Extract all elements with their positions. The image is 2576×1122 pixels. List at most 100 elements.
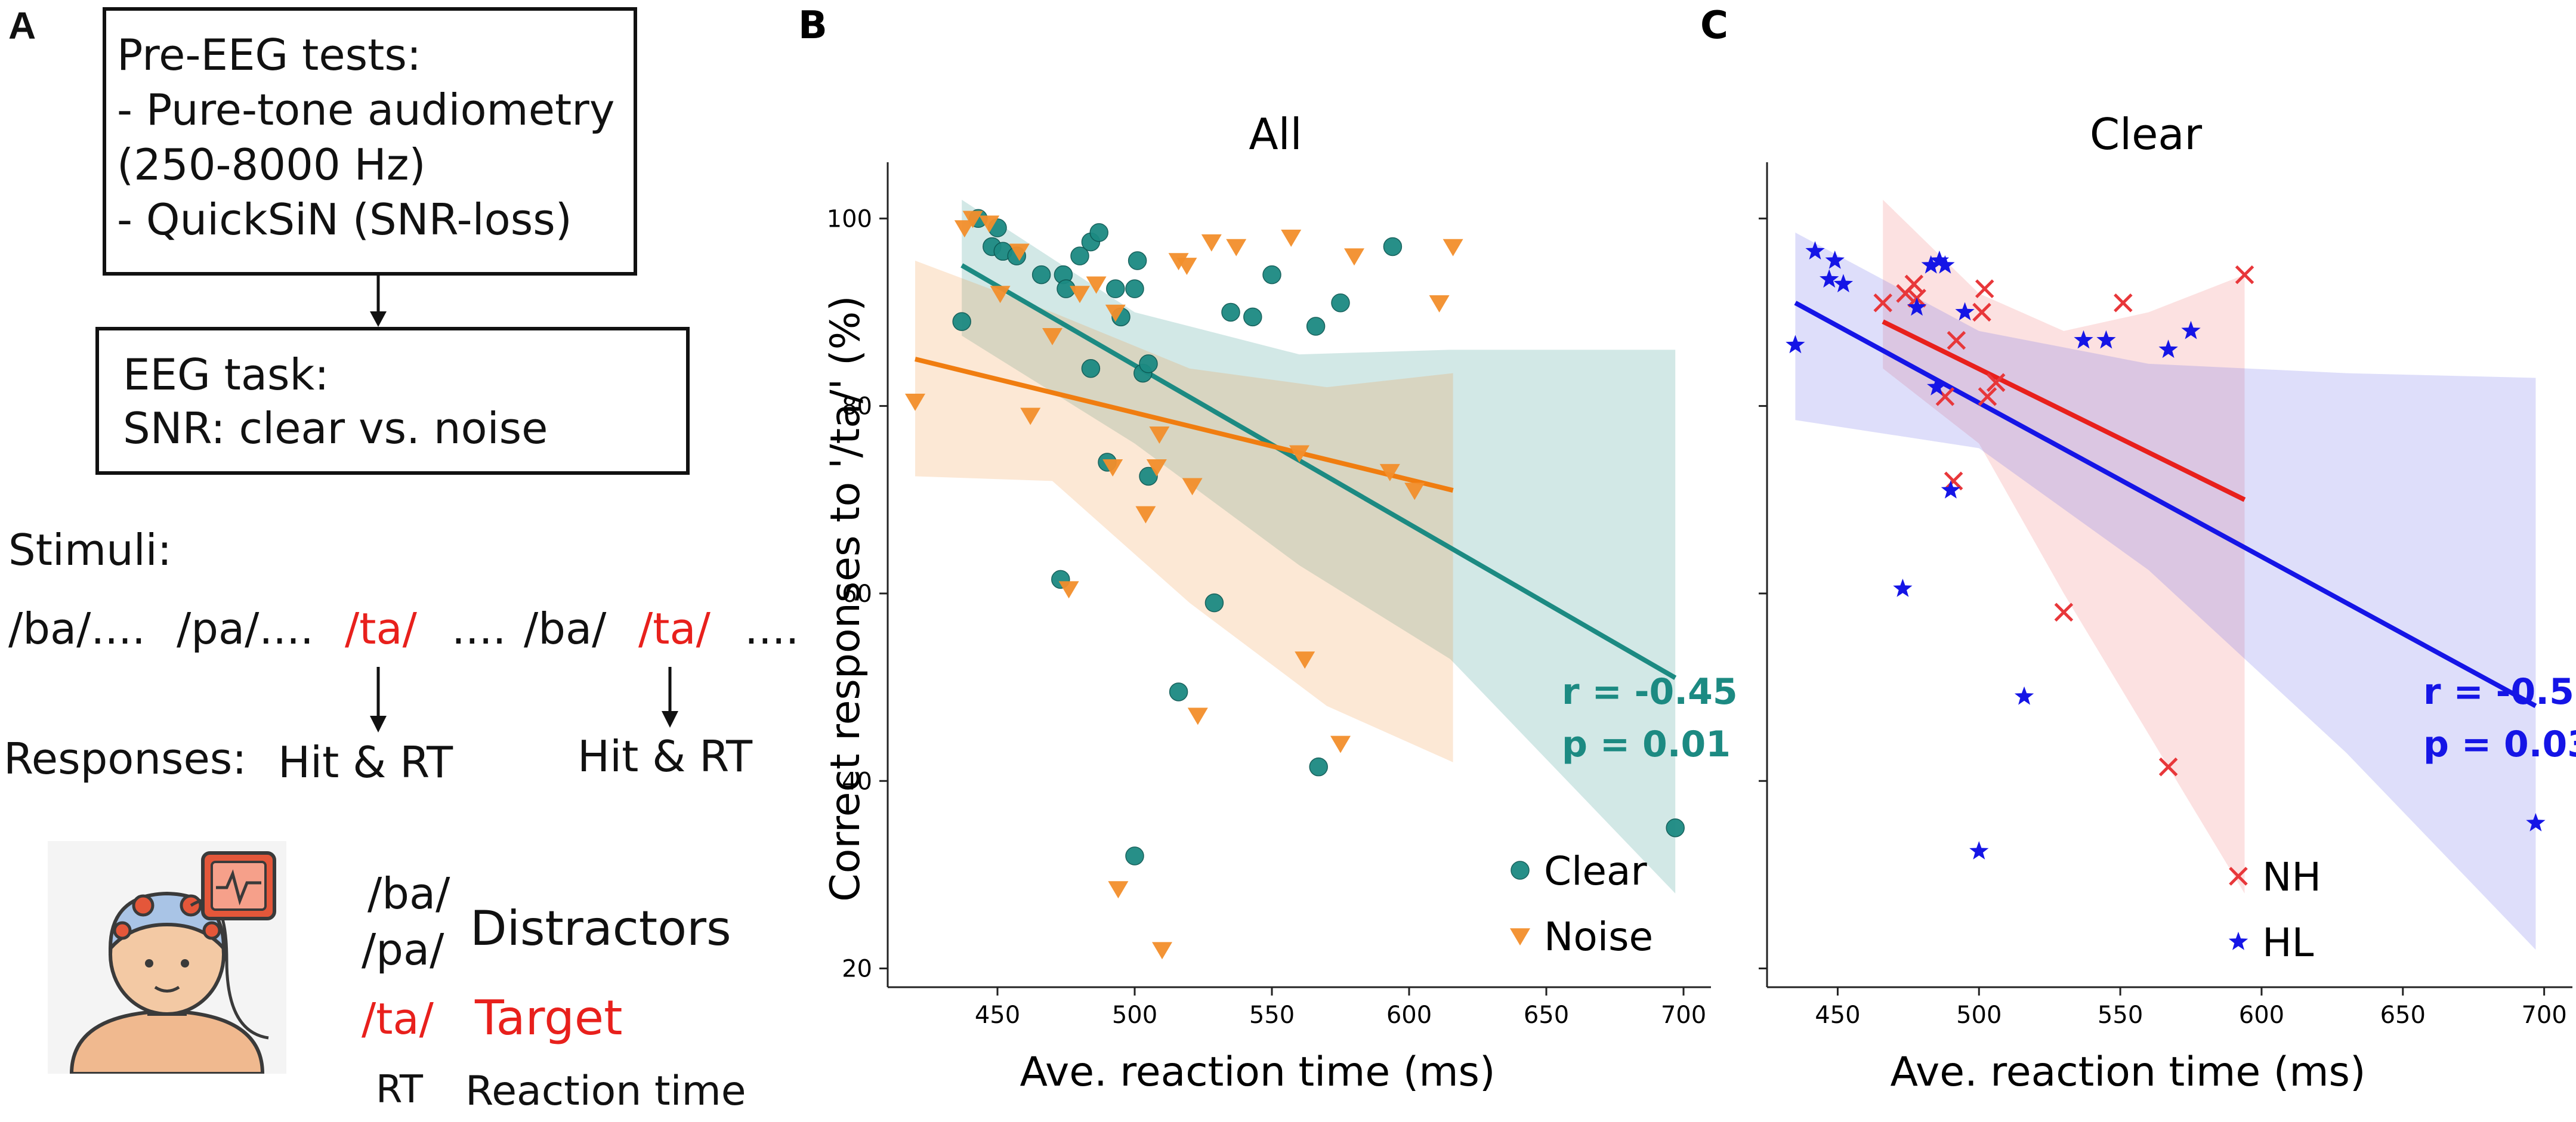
- point-clear: [1125, 846, 1144, 866]
- point-noise: [1149, 426, 1170, 444]
- point-nh: [1904, 274, 1924, 294]
- x-tick-label-550: 550: [1249, 1002, 1295, 1029]
- x-tick-label-450: 450: [975, 1002, 1020, 1029]
- point-noise: [954, 220, 975, 238]
- point-hl: [1935, 255, 1955, 274]
- pre-eeg-tests-box: Pre-EEG tests: - Pure-tone audiometry (2…: [103, 7, 637, 276]
- eeg-task-line-1: EEG task:: [123, 350, 329, 400]
- x-axis-label: Ave. reaction time (ms): [1020, 1049, 1495, 1096]
- point-clear: [1125, 279, 1144, 298]
- x-tick-label-600: 600: [2239, 1002, 2284, 1029]
- stimulus-ba-1: /ba/....: [8, 604, 146, 654]
- y-tick-label-80: 80: [842, 393, 872, 421]
- point-hl: [2158, 339, 2178, 358]
- legend-reaction-time: Reaction time: [465, 1068, 746, 1115]
- point-noise: [979, 215, 1000, 233]
- point-hl: [1941, 480, 1961, 499]
- ci-band-hl: [1795, 232, 2536, 950]
- participant-eeg-icon: [48, 841, 286, 1074]
- point-noise: [1379, 463, 1400, 481]
- chart-title: All: [1249, 109, 1302, 159]
- point-noise: [1108, 881, 1129, 899]
- point-clear: [1262, 265, 1281, 285]
- point-noise: [962, 211, 983, 228]
- legend-marker-hl: [2228, 932, 2248, 950]
- point-nh: [1972, 302, 1991, 322]
- point-noise: [1058, 581, 1079, 599]
- point-clear: [1309, 757, 1328, 777]
- legend-label-noise: Noise: [1544, 914, 1653, 960]
- legend-marker-nh: [2229, 867, 2248, 886]
- point-noise: [1152, 942, 1172, 960]
- legend-pa: /pa/: [362, 925, 444, 975]
- point-clear: [1383, 237, 1403, 256]
- x-tick-label-700: 700: [2521, 1002, 2566, 1029]
- x-tick-label-700: 700: [1661, 1002, 1706, 1029]
- point-noise: [1344, 248, 1364, 266]
- pre-eeg-line-3: (250-8000 Hz): [117, 140, 426, 190]
- ci-band-nh: [1883, 199, 2245, 894]
- pre-eeg-line-1: Pre-EEG tests:: [117, 30, 422, 80]
- panel-a-letter: A: [8, 4, 36, 47]
- response-2: Hit & RT: [577, 731, 753, 781]
- stimulus-trailing-dots: ....: [745, 604, 799, 654]
- x-tick-label-600: 600: [1386, 1002, 1432, 1029]
- stimulus-ta-2: /ta/: [638, 604, 711, 654]
- point-hl: [2096, 330, 2116, 349]
- x-tick-label-450: 450: [1815, 1002, 1860, 1029]
- fit-line-hl: [1794, 301, 2537, 709]
- point-hl: [1921, 255, 1941, 274]
- ci-band-noise: [915, 261, 1453, 762]
- x-tick-label-500: 500: [1112, 1002, 1157, 1029]
- point-hl: [1786, 335, 1805, 354]
- point-nh: [1975, 279, 1994, 298]
- point-nh: [2054, 602, 2074, 622]
- legend-label-clear: Clear: [1544, 848, 1647, 894]
- point-noise: [1168, 253, 1189, 271]
- point-nh: [2235, 265, 2254, 285]
- legend-marker-noise: [1510, 928, 1530, 946]
- point-hl: [1969, 841, 1989, 860]
- flow-arrow-head: [370, 311, 387, 327]
- stimulus-ba-2: /ba/: [524, 604, 607, 654]
- pre-eeg-line-2: - Pure-tone audiometry: [117, 85, 615, 135]
- point-clear: [1169, 682, 1188, 701]
- stimulus-ta-1: /ta/: [345, 604, 417, 654]
- x-tick-label-550: 550: [2098, 1002, 2143, 1029]
- x-tick-label-650: 650: [1524, 1002, 1569, 1029]
- point-nh: [2114, 293, 2133, 313]
- point-clear: [1081, 359, 1101, 378]
- point-hl: [1833, 274, 1854, 293]
- point-hl: [1927, 377, 1947, 395]
- response-arrow-2-head: [662, 711, 678, 728]
- legend-rt: RT: [376, 1068, 423, 1112]
- point-clear: [1243, 307, 1262, 327]
- fit-line-clear: [960, 263, 1677, 680]
- point-nh: [1978, 387, 1997, 406]
- point-clear: [1128, 251, 1147, 270]
- point-noise: [1330, 735, 1351, 753]
- point-noise: [1070, 286, 1090, 304]
- point-noise: [990, 286, 1011, 304]
- point-noise: [1042, 327, 1062, 345]
- annotation-r: r = -0.51: [2423, 671, 2576, 713]
- legend-label-hl: HL: [2262, 920, 2314, 966]
- x-tick-label-500: 500: [1956, 1002, 2002, 1029]
- point-clear: [1204, 593, 1224, 613]
- point-clear: [1070, 246, 1089, 265]
- fit-line-noise: [915, 357, 1454, 493]
- point-clear: [1031, 265, 1051, 285]
- panel-letter-c: C: [1700, 4, 1728, 48]
- point-noise: [905, 394, 925, 411]
- point-noise: [1187, 707, 1208, 725]
- point-hl: [1805, 241, 1825, 260]
- legend-label-nh: NH: [2262, 854, 2321, 900]
- y-tick-label-20: 20: [842, 956, 872, 983]
- legend-ba: /ba/: [367, 868, 450, 919]
- point-clear: [952, 312, 971, 331]
- y-tick-label-40: 40: [842, 768, 872, 795]
- point-hl: [1907, 297, 1927, 316]
- annotation-p: p = 0.01: [1562, 724, 1731, 765]
- point-nh: [2158, 757, 2178, 777]
